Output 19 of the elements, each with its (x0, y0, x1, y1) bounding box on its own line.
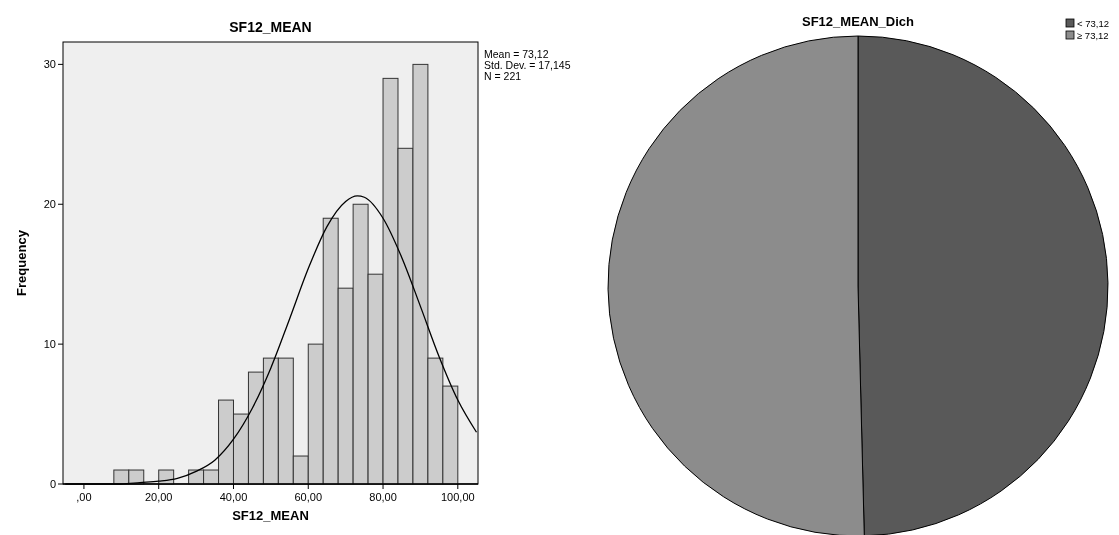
chart-title: SF12_MEAN (229, 19, 312, 35)
x-tick-label: 80,00 (369, 491, 397, 503)
chart-title: SF12_MEAN_Dich (802, 14, 915, 29)
text: Std. Dev. = 17,145 (484, 59, 571, 71)
x-tick-label: 20,00 (144, 491, 173, 503)
x-tick-label: 100,00 (440, 491, 475, 503)
y-tick-label: 10 (43, 338, 56, 351)
text: Mean = 73,12 (484, 48, 549, 60)
legend-label: ≥ 73,12 (1077, 30, 1109, 41)
x-tick-label: 60,00 (294, 491, 323, 503)
y-tick-label: 30 (43, 58, 56, 71)
y-tick-label: 20 (43, 198, 56, 211)
text: N = 221 (484, 70, 522, 82)
legend-label: < 73,12 (1077, 18, 1109, 29)
x-tick-label: 40,00 (219, 491, 248, 503)
y-axis-title: Frequency (14, 229, 29, 296)
y-tick-label: 0 (49, 478, 56, 490)
x-tick-label: ,00 (76, 491, 92, 503)
x-axis-title: SF12_MEAN (232, 508, 309, 523)
